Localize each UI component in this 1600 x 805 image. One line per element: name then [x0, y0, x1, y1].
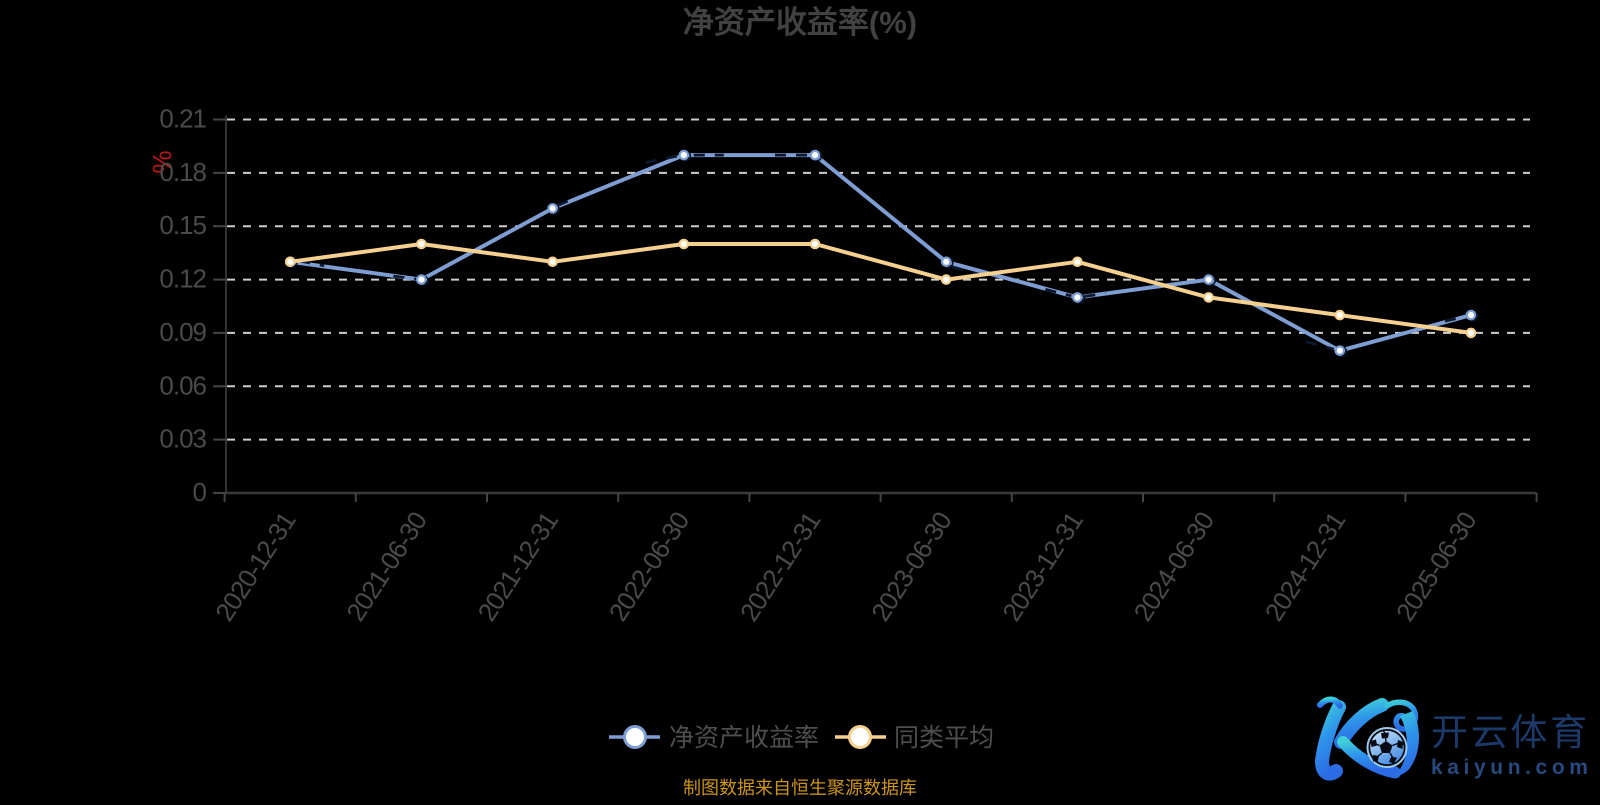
svg-text:%: % [147, 150, 177, 173]
svg-text:开云体育: 开云体育 [1431, 712, 1590, 753]
svg-text:kaiyun.com: kaiyun.com [1431, 756, 1593, 779]
svg-text:0: 0 [193, 477, 207, 507]
svg-text:0.06: 0.06 [159, 370, 206, 400]
svg-text:0.15: 0.15 [159, 210, 206, 240]
svg-text:净资产收益率(%): 净资产收益率(%) [683, 5, 917, 40]
svg-text:0.18: 0.18 [159, 157, 206, 187]
svg-text:同类平均: 同类平均 [894, 724, 994, 752]
svg-text:0.03: 0.03 [159, 424, 206, 454]
svg-text:0.12: 0.12 [159, 264, 206, 294]
svg-text:0.21: 0.21 [159, 104, 206, 134]
svg-text:制图数据来自恒生聚源数据库: 制图数据来自恒生聚源数据库 [683, 778, 917, 798]
svg-text:0.09: 0.09 [159, 317, 206, 347]
svg-text:净资产收益率: 净资产收益率 [669, 724, 819, 752]
